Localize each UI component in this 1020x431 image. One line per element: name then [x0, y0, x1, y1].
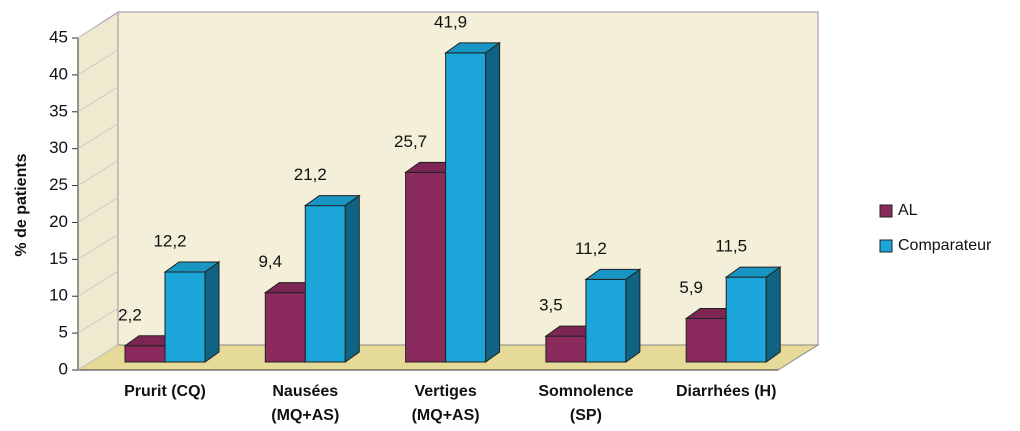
x-tick-label: Diarrhées (H) [676, 383, 776, 400]
y-tick-label: 45 [49, 27, 68, 46]
legend-swatch [879, 204, 893, 218]
grid-line [77, 270, 119, 297]
value-label: 41,9 [434, 12, 467, 31]
x-tick-label: Somnolence (SP) [538, 383, 633, 424]
y-tick-label: 25 [49, 175, 68, 194]
bar-front [304, 205, 346, 363]
grid-line [77, 49, 119, 76]
y-tick-label: 20 [49, 212, 68, 231]
bar-side [765, 266, 781, 363]
bar-front [164, 271, 206, 363]
x-tick-label: Nausées (MQ+AS) [271, 383, 339, 424]
legend-label: Comparateur [898, 237, 992, 254]
x-tick-label: Vertiges (MQ+AS) [412, 383, 480, 424]
value-label: 11,2 [575, 239, 607, 258]
grid-line [77, 160, 119, 186]
value-label: 5,9 [679, 278, 703, 297]
bar-front [405, 171, 447, 363]
y-axis-label: % de patients [13, 153, 30, 256]
value-label: 25,7 [394, 132, 427, 151]
bar-front [445, 52, 487, 363]
grid-line [77, 197, 119, 223]
legend-label: AL [898, 202, 918, 219]
bar-front [264, 292, 306, 363]
grid-line [77, 233, 119, 260]
value-label: 21,2 [294, 165, 327, 184]
grid-line [77, 12, 119, 39]
grid-line [77, 307, 119, 334]
y-tick-label: 15 [49, 249, 68, 268]
y-tick-label: 35 [49, 101, 68, 120]
bar-side [485, 41, 501, 363]
y-tick-label: 5 [59, 323, 68, 342]
bar [303, 194, 361, 363]
value-label: 12,2 [153, 231, 186, 250]
bar-front [545, 335, 587, 363]
value-label: 11,5 [715, 237, 747, 256]
y-tick-label: 0 [59, 359, 68, 378]
side-wall [77, 11, 119, 371]
grid-line [77, 344, 119, 371]
legend-swatch [879, 239, 893, 253]
bar [444, 41, 502, 363]
x-tick-label: Prurit (CQ) [124, 383, 206, 400]
y-tick-label: 10 [49, 286, 68, 305]
bar-front [585, 278, 627, 363]
bar-front [685, 317, 727, 363]
y-tick-label: 40 [49, 64, 68, 83]
value-label: 9,4 [258, 252, 282, 271]
bar [163, 261, 221, 363]
bar [724, 266, 782, 363]
bar-side [344, 194, 360, 363]
value-label: 3,5 [539, 296, 563, 315]
grid-line [77, 123, 119, 150]
bar-front [124, 345, 166, 363]
bar-side [204, 261, 220, 363]
grid-line [77, 86, 119, 113]
bar-side [625, 268, 641, 363]
y-tick-label: 30 [49, 138, 68, 157]
value-label: 2,2 [118, 305, 142, 324]
bar [584, 268, 642, 363]
bar-front [725, 276, 767, 363]
